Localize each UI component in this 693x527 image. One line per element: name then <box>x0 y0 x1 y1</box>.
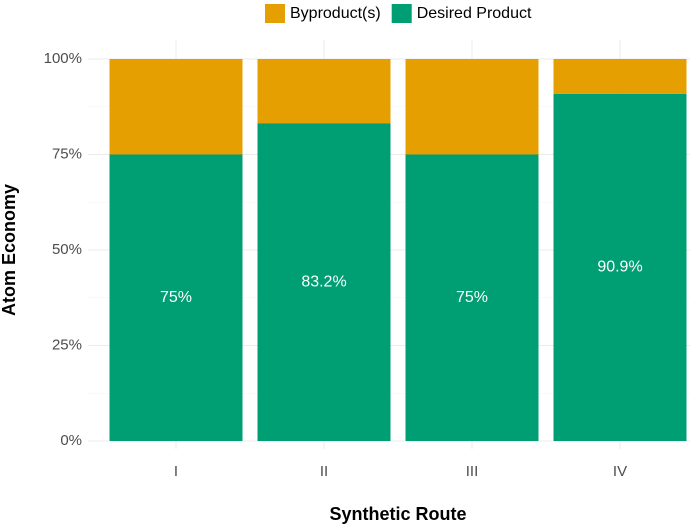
x-tick-label: II <box>320 463 328 480</box>
y-axis-title: Atom Economy <box>0 184 19 316</box>
bar-segment <box>405 154 539 441</box>
legend-swatch <box>265 4 285 23</box>
bar-segment <box>109 59 243 155</box>
data-label: 75% <box>456 289 488 306</box>
y-tick-label: 50% <box>52 241 82 258</box>
x-tick-label: I <box>174 463 178 480</box>
bar-segment <box>257 59 391 124</box>
legend-label: Desired Product <box>417 5 532 22</box>
y-tick-label: 100% <box>44 50 82 67</box>
x-tick-label: III <box>466 463 479 480</box>
bar-segment <box>553 59 687 94</box>
bar-segment <box>553 93 687 442</box>
y-tick-label: 0% <box>60 432 82 449</box>
data-label: 90.9% <box>597 259 642 276</box>
legend-swatch <box>391 4 412 23</box>
bar-segment <box>257 123 391 442</box>
bar-segment <box>405 59 539 155</box>
x-tick-label: IV <box>613 463 627 480</box>
bar-segment <box>109 154 243 441</box>
legend-label: Byproduct(s) <box>290 5 381 22</box>
y-tick-label: 25% <box>52 336 82 353</box>
data-label: 83.2% <box>301 273 346 290</box>
data-label: 75% <box>160 289 192 306</box>
y-tick-label: 75% <box>52 145 82 162</box>
x-axis-title: Synthetic Route <box>329 504 466 524</box>
